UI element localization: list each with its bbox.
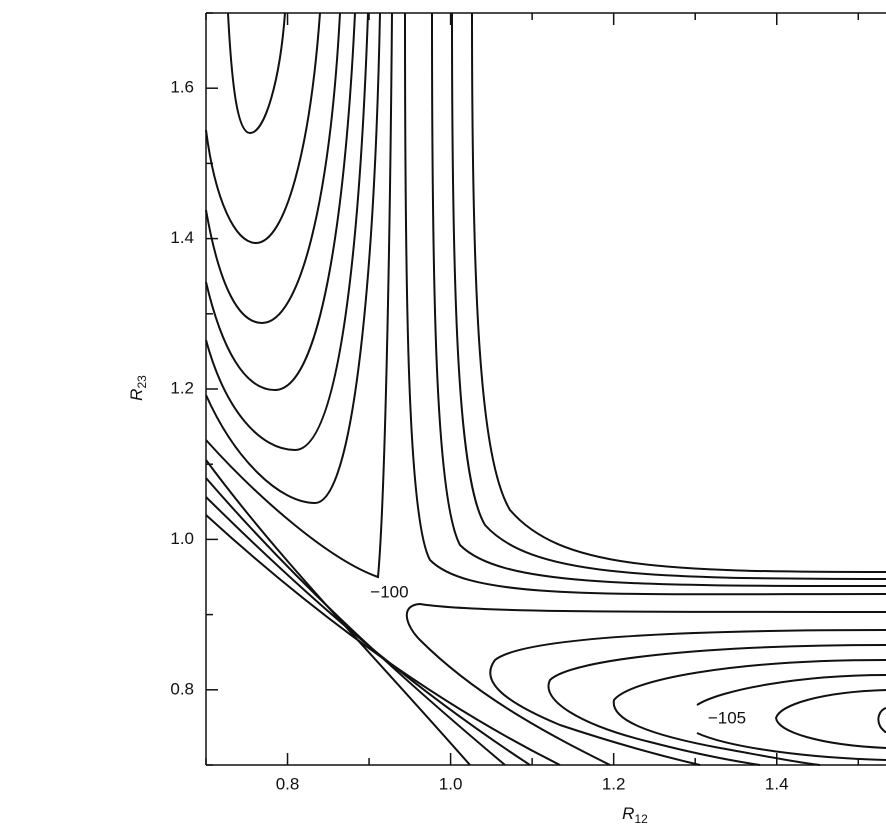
contour: [471, 12, 886, 573]
contour: [877, 707, 886, 734]
contour: [451, 12, 886, 580]
y-tick-label: 1.6: [170, 78, 194, 97]
x-tick-label: 1.0: [439, 774, 463, 793]
y-label-main: R: [127, 389, 146, 401]
contour: [205, 496, 531, 766]
contour: [547, 644, 886, 766]
contour: [431, 12, 886, 587]
contour-label: −105: [708, 709, 746, 728]
contour: [404, 12, 886, 596]
contour: [774, 689, 886, 749]
contour: [205, 12, 321, 245]
contour: [205, 12, 356, 392]
x-tick-label: 1.2: [602, 774, 626, 793]
contour-lines: [205, 12, 886, 766]
contour: [405, 602, 886, 766]
y-tick-label: 0.8: [170, 679, 194, 698]
x-axis-label: R12: [622, 804, 648, 826]
contour: [489, 629, 886, 766]
contour: [612, 659, 886, 766]
y-tick-label: 1.0: [170, 529, 194, 548]
contour: [205, 514, 561, 766]
contour: [205, 12, 341, 325]
contour: [205, 459, 471, 766]
contour: [205, 12, 393, 579]
y-tick-label: 1.2: [170, 378, 194, 397]
contour: [227, 12, 286, 135]
contour: [205, 477, 506, 766]
contour: [205, 12, 369, 452]
y-axis-label: R23: [127, 375, 149, 401]
x-label-main: R: [622, 804, 634, 823]
contour-label: −100: [370, 582, 408, 601]
y-label-sub: 23: [135, 375, 149, 389]
x-tick-label: 0.8: [276, 774, 300, 793]
contour: [205, 12, 381, 505]
x-label-sub: 12: [634, 812, 648, 826]
x-tick-label: 1.4: [765, 774, 789, 793]
y-tick-label: 1.4: [170, 228, 194, 247]
